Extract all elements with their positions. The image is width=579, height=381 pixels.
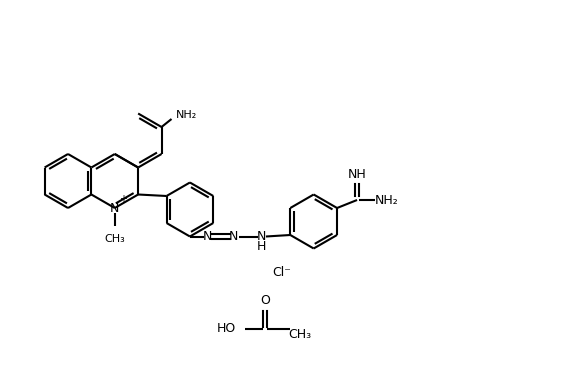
Text: CH₃: CH₃ xyxy=(104,234,125,244)
Text: N: N xyxy=(110,202,119,215)
Text: NH₂: NH₂ xyxy=(175,110,197,120)
Text: HO: HO xyxy=(217,322,236,336)
Text: N: N xyxy=(257,230,266,243)
Text: +: + xyxy=(119,194,127,204)
Text: O: O xyxy=(260,295,270,307)
Text: NH₂: NH₂ xyxy=(375,194,399,207)
Text: N: N xyxy=(203,230,212,243)
Text: N: N xyxy=(229,230,239,243)
Text: Cl⁻: Cl⁻ xyxy=(273,266,291,280)
Text: H: H xyxy=(257,240,266,253)
Text: CH₃: CH₃ xyxy=(288,328,312,341)
Text: NH: NH xyxy=(347,168,367,181)
